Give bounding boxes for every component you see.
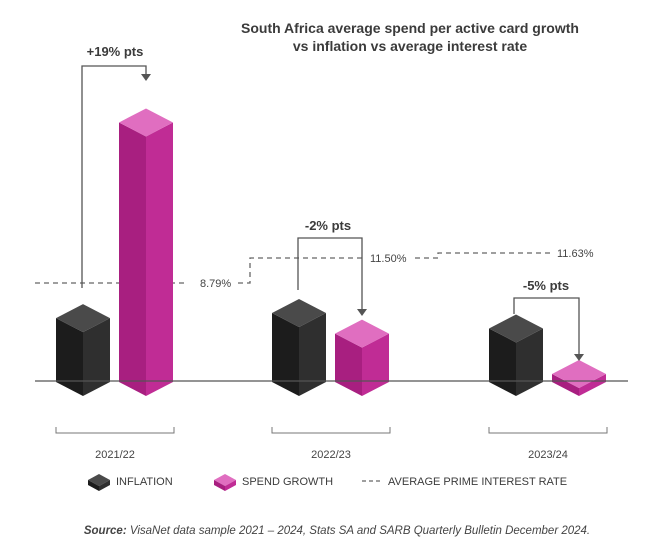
bars-layer xyxy=(56,108,606,396)
annotation-label: -5% pts xyxy=(523,278,569,293)
legend-swatch-spend-growth xyxy=(214,474,236,491)
prime-rate-label: 11.50% xyxy=(370,253,407,265)
prime-rate-line-segment xyxy=(415,252,552,259)
category-label: 2022/23 xyxy=(311,449,351,461)
source-text: VisaNet data sample 2021 – 2024, Stats S… xyxy=(127,525,590,537)
inflation-bar xyxy=(56,304,110,396)
spend-growth-bar xyxy=(119,108,173,396)
category-label: 2021/22 xyxy=(95,449,135,461)
annotation-2021-22: +19% pts xyxy=(81,44,151,288)
legend-label-inflation: INFLATION xyxy=(116,476,173,488)
spend-growth-bar xyxy=(335,319,389,396)
category-bracket: 2022/23 xyxy=(271,427,391,461)
legend-label-spend-growth: SPEND GROWTH xyxy=(242,476,333,488)
source-note: Source: VisaNet data sample 2021 – 2024,… xyxy=(84,525,590,537)
category-bracket: 2023/24 xyxy=(488,427,608,461)
prime-rate-label: 8.79% xyxy=(200,278,231,290)
prime-rate-label: 11.63% xyxy=(557,248,594,260)
legend: INFLATION SPEND GROWTH AVERAGE PRIME INT… xyxy=(88,474,567,491)
chart-title-line-1: South Africa average spend per active ca… xyxy=(241,20,579,36)
spend-growth-bar xyxy=(552,360,606,396)
inflation-bar xyxy=(272,298,326,396)
annotation-2023-24: -5% pts xyxy=(513,278,584,361)
legend-swatch-inflation xyxy=(88,474,110,491)
category-bracket: 2021/22 xyxy=(55,427,175,461)
annotation-2022-23: -2% pts xyxy=(297,218,367,316)
inflation-bar xyxy=(489,314,543,396)
prime-rate-line-segment xyxy=(238,257,362,284)
chart-title-line-2: vs inflation vs average interest rate xyxy=(293,38,527,54)
annotation-label: +19% pts xyxy=(87,44,144,59)
source-label: Source: xyxy=(84,525,127,537)
category-label: 2023/24 xyxy=(528,449,568,461)
annotation-label: -2% pts xyxy=(305,218,351,233)
legend-label-prime-rate: AVERAGE PRIME INTEREST RATE xyxy=(388,476,567,488)
